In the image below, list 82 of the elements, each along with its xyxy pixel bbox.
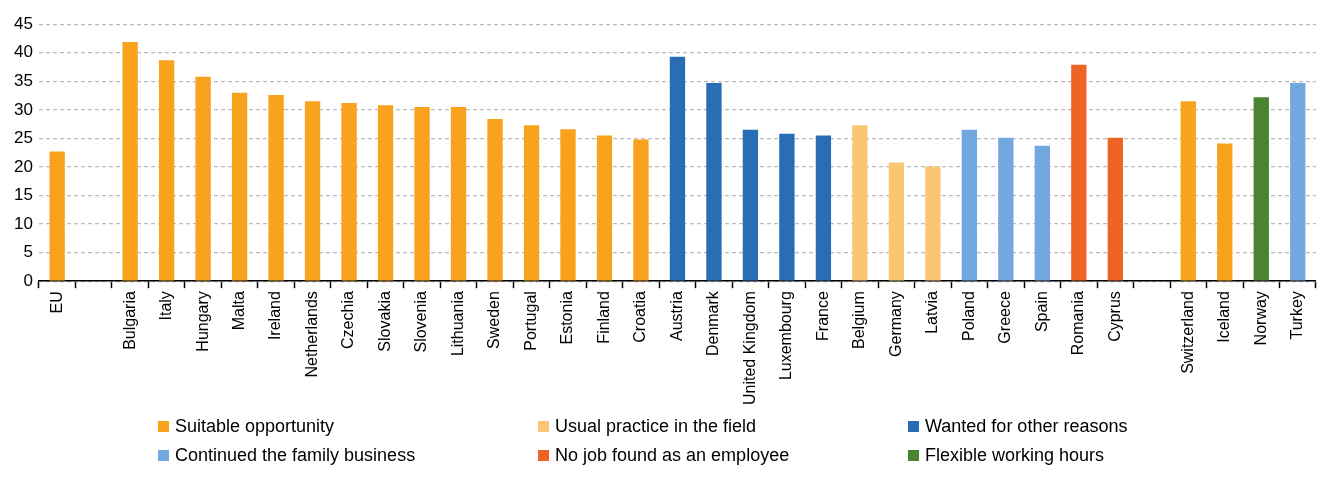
legend-label: Wanted for other reasons [925, 416, 1128, 437]
bar [742, 129, 759, 281]
bar [998, 137, 1014, 281]
bar [49, 151, 65, 281]
y-tick-label: 40 [13, 42, 33, 62]
legend-label: Flexible working hours [925, 445, 1105, 466]
x-tick-label: Cyprus [1105, 291, 1123, 342]
x-tick-label: Slovakia [375, 291, 393, 352]
x-tick-label: Austria [667, 291, 685, 341]
x-tick-label: Bulgaria [120, 291, 138, 350]
x-tick-label: Czechia [339, 291, 357, 349]
legend-label: Continued the family business [175, 445, 416, 466]
bar [487, 118, 503, 281]
bar [669, 56, 686, 281]
x-tick-label: Sweden [485, 291, 503, 349]
x-tick-label: Switzerland [1178, 291, 1196, 374]
y-tick-label: 15 [13, 185, 33, 205]
x-tick-label: Latvia [923, 291, 941, 334]
x-tick-label: Denmark [704, 290, 722, 357]
bar [523, 125, 540, 281]
x-tick-label: Greece [996, 291, 1014, 344]
bar [1071, 64, 1087, 281]
x-tick-label: Malta [230, 291, 247, 331]
x-tick-label: Poland [959, 291, 977, 341]
x-tick-label: EU [47, 291, 65, 314]
x-tick-label: Ireland [266, 291, 284, 341]
bar [341, 103, 357, 281]
x-tick-label: Finland [594, 291, 612, 344]
x-tick-label: Portugal [521, 291, 539, 351]
x-tick-label: Luxembourg [777, 291, 795, 381]
x-tick-label: France [813, 291, 831, 341]
bar [560, 129, 576, 281]
bar [961, 129, 978, 281]
bar [779, 133, 795, 281]
bar [888, 162, 905, 281]
bar [925, 166, 941, 281]
bar [1034, 145, 1050, 281]
bar [414, 107, 430, 281]
legend-label: Usual practice in the field [555, 416, 757, 437]
bar [158, 60, 175, 281]
x-tick-label: Belgium [850, 291, 868, 349]
bar [1290, 83, 1306, 281]
x-tick-label: Norway [1251, 291, 1269, 346]
legend-label: No job found as an employee [555, 445, 790, 466]
bar [852, 125, 868, 281]
y-tick-label: 25 [13, 128, 33, 148]
bar [377, 105, 394, 281]
x-tick-label: Hungary [193, 291, 211, 352]
x-tick-label: United Kingdom [740, 291, 758, 405]
bar [195, 76, 211, 281]
bar [268, 95, 284, 281]
bar [815, 135, 832, 281]
legend-label: Suitable opportunity [175, 416, 335, 437]
x-tick-label: Croatia [631, 291, 649, 343]
x-tick-label: Slovenia [412, 291, 430, 353]
bar [1217, 143, 1233, 281]
x-tick-label: Italy [157, 291, 175, 321]
y-tick-label: 45 [13, 13, 33, 33]
bar [304, 101, 321, 281]
bar [706, 83, 722, 281]
x-tick-label: Lithuania [448, 291, 466, 357]
bar [122, 41, 138, 281]
y-tick-label: 0 [23, 270, 33, 290]
x-tick-label: Estonia [558, 291, 576, 345]
y-tick-label: 20 [13, 156, 33, 176]
x-tick-label: Spain [1032, 291, 1050, 333]
x-tick-label: Romania [1069, 291, 1087, 356]
x-tick-label: Netherlands [302, 291, 320, 378]
y-tick-label: 5 [23, 242, 33, 262]
bar [450, 107, 467, 281]
x-tick-label: Iceland [1215, 291, 1233, 343]
bar [1180, 101, 1196, 281]
bar [596, 135, 613, 281]
y-tick-label: 10 [13, 213, 33, 233]
y-tick-label: 30 [13, 99, 33, 119]
y-tick-label: 35 [13, 70, 33, 90]
bar [1107, 137, 1123, 281]
bar [633, 139, 649, 281]
bar [1253, 97, 1269, 281]
bar [231, 92, 248, 281]
x-tick-label: Germany [886, 291, 904, 357]
x-tick-label: Turkey [1288, 291, 1306, 340]
